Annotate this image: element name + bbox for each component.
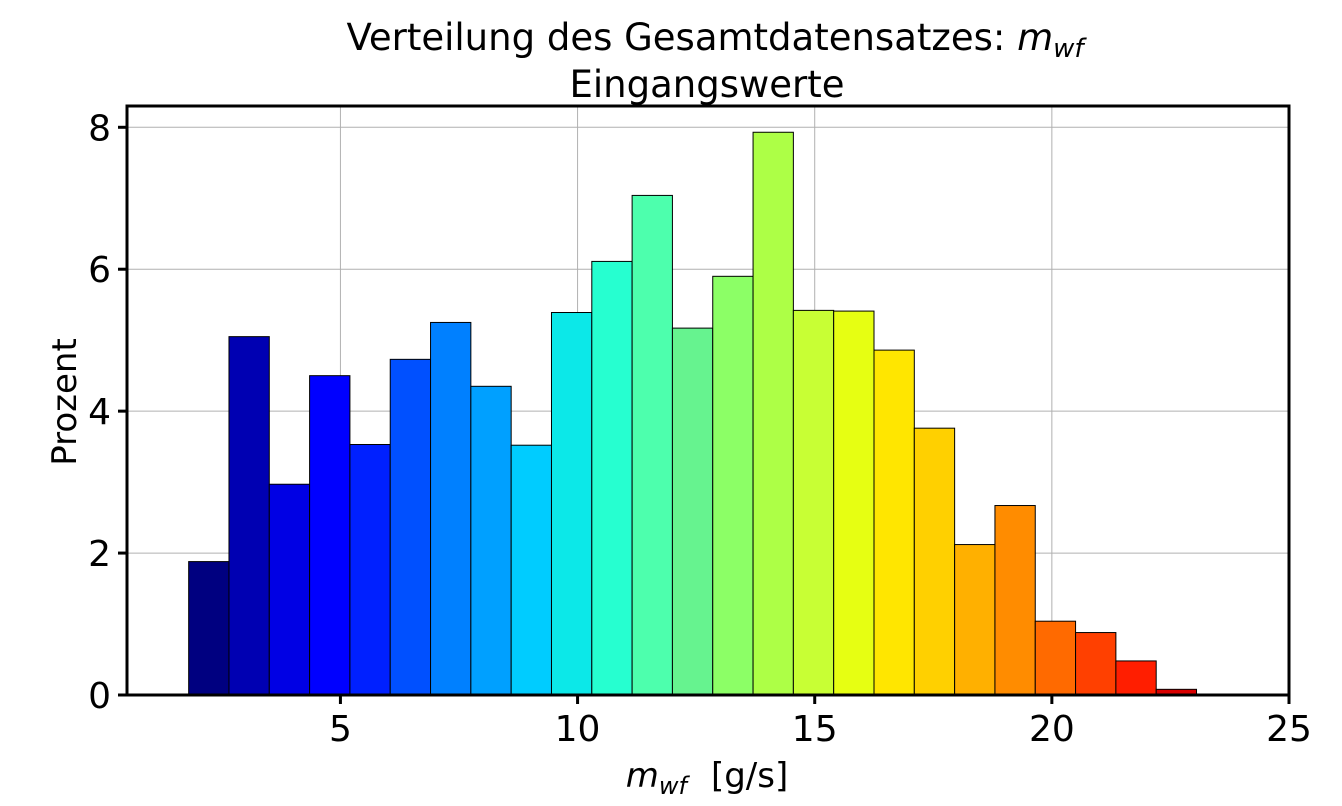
y-tick-label: 6 bbox=[88, 250, 111, 291]
x-axis-label: mwf [g/s] bbox=[626, 756, 788, 800]
x-tick-label: 5 bbox=[329, 709, 352, 750]
histogram-bar bbox=[994, 505, 1036, 696]
histogram-bar bbox=[671, 327, 714, 696]
histogram-bar bbox=[792, 309, 835, 696]
axis-ticks: 5 10 15 20 25 0 2 4 6 8 bbox=[88, 108, 1312, 750]
histogram-bar bbox=[188, 561, 230, 696]
histogram-bar bbox=[349, 443, 391, 696]
x-tick-label: 15 bbox=[792, 709, 838, 750]
y-tick-label: 2 bbox=[88, 534, 111, 575]
y-tick-label: 0 bbox=[88, 676, 111, 717]
x-tick-label: 25 bbox=[1266, 709, 1312, 750]
x-tick-label: 20 bbox=[1029, 709, 1075, 750]
histogram-bar bbox=[389, 358, 432, 696]
histogram-bar bbox=[1075, 632, 1117, 696]
histogram-bar bbox=[712, 275, 754, 696]
histogram-bars bbox=[188, 131, 1238, 696]
y-tick-label: 8 bbox=[88, 108, 111, 149]
histogram-bar bbox=[873, 349, 915, 696]
histogram-bar bbox=[510, 444, 552, 696]
histogram-bar bbox=[1115, 660, 1157, 696]
y-tick-label: 4 bbox=[88, 392, 111, 433]
histogram-bar bbox=[591, 260, 633, 696]
x-tick-label: 10 bbox=[555, 709, 601, 750]
histogram-bar bbox=[470, 385, 512, 696]
histogram-bar bbox=[913, 427, 956, 696]
histogram-bar bbox=[833, 310, 875, 696]
histogram-bar bbox=[430, 321, 472, 696]
histogram-bar bbox=[1034, 620, 1077, 696]
histogram-bar bbox=[268, 483, 311, 696]
histogram-bar bbox=[752, 131, 794, 696]
plot-frame bbox=[125, 104, 1291, 697]
chart-title: Verteilung des Gesamtdatensatzes: mwf bbox=[346, 16, 1087, 64]
histogram-bar bbox=[228, 336, 270, 696]
histogram-bar bbox=[550, 312, 593, 696]
y-axis-label: Prozent bbox=[45, 338, 85, 466]
histogram-bar bbox=[954, 544, 996, 696]
histogram-bar bbox=[631, 194, 673, 696]
chart-subtitle: Eingangswerte bbox=[570, 63, 845, 106]
histogram-bar bbox=[309, 375, 351, 696]
